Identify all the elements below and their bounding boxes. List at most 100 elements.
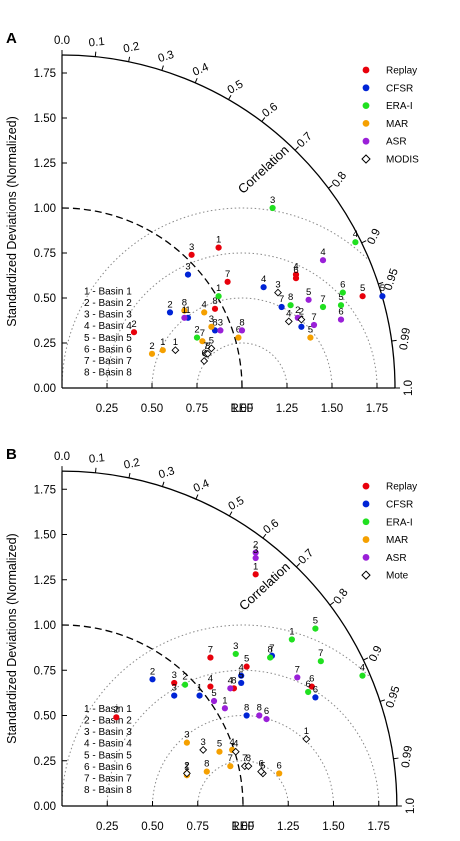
data-point-label: 7 bbox=[200, 328, 205, 339]
legend-label: ASR bbox=[386, 137, 407, 148]
data-point-label: 4 bbox=[202, 299, 207, 310]
correlation-tick-label: 0.1 bbox=[88, 36, 105, 50]
data-point-label: 2 bbox=[131, 319, 136, 330]
data-point-era-i bbox=[267, 654, 274, 661]
correlation-tick-label: 0.95 bbox=[382, 267, 400, 292]
data-point-label: 1 bbox=[173, 337, 178, 348]
y-tick-label: 0.25 bbox=[34, 338, 56, 350]
data-point-label: 1 bbox=[304, 726, 309, 737]
data-point-label: 8 bbox=[212, 296, 217, 307]
x-tick-label: 0.50 bbox=[141, 821, 163, 833]
rms-arc bbox=[106, 252, 378, 389]
ref-label: REF bbox=[232, 821, 255, 833]
basin-legend-entry: 1 - Basin 1 bbox=[84, 704, 132, 715]
legend-label: MODIS bbox=[386, 155, 419, 166]
corr-tick-mark bbox=[228, 511, 233, 517]
y-tick-label: 1.75 bbox=[34, 68, 56, 80]
correlation-tick-label: 0.5 bbox=[226, 495, 246, 513]
data-point-label: 1 bbox=[216, 283, 221, 294]
legend-marker bbox=[362, 102, 370, 109]
correlation-tick-label: 0.4 bbox=[192, 477, 212, 495]
data-point-era-i bbox=[319, 303, 327, 311]
data-point-label: 5 bbox=[209, 335, 214, 346]
data-point-replay bbox=[252, 571, 259, 578]
basin-legend-entry: 5 - Basin 5 bbox=[84, 750, 132, 761]
data-point-label: 5 bbox=[211, 688, 216, 699]
data-point-cfsr bbox=[312, 694, 319, 701]
data-point-cfsr bbox=[278, 303, 285, 311]
data-point-label: 5 bbox=[239, 670, 244, 681]
data-point-label: 4 bbox=[293, 262, 298, 273]
data-point-label: 4 bbox=[228, 675, 233, 686]
data-point-label: 8 bbox=[231, 675, 236, 686]
data-point-label: 3 bbox=[253, 545, 258, 556]
y-tick-label: 0.50 bbox=[34, 711, 56, 723]
data-point-label: 6 bbox=[277, 760, 282, 771]
data-point-label: 8 bbox=[205, 341, 210, 352]
basin-legend-entry: 3 - Basin 3 bbox=[84, 310, 132, 321]
legend-marker bbox=[361, 570, 371, 580]
data-point-replay bbox=[171, 679, 178, 687]
corr-tick-mark bbox=[94, 51, 97, 57]
correlation-tick-label: 0.3 bbox=[157, 465, 176, 481]
data-point-label: 6 bbox=[236, 325, 241, 336]
panel-letter: A bbox=[6, 30, 17, 47]
legend-marker bbox=[362, 120, 370, 127]
data-point-label: 2 bbox=[167, 299, 172, 310]
data-point-label: 5 bbox=[244, 654, 249, 665]
corr-tick-mark bbox=[228, 95, 232, 100]
data-point-label: 3 bbox=[218, 317, 223, 328]
data-point-era-i bbox=[339, 289, 346, 296]
x-tick-label: 1.75 bbox=[368, 821, 390, 833]
data-point-replay bbox=[224, 278, 231, 285]
basin-legend-entry: 1 - Basin 1 bbox=[84, 286, 132, 297]
legend-label: ERA-I bbox=[386, 517, 413, 528]
data-point-label: 1 bbox=[184, 762, 189, 773]
correlation-tick-label: 0.0 bbox=[54, 451, 70, 463]
data-point-asr bbox=[252, 549, 259, 556]
data-point-label: 8 bbox=[246, 753, 251, 764]
data-point-label: 6 bbox=[264, 706, 269, 717]
data-point-label: 7 bbox=[228, 753, 233, 764]
y-tick-label: 0.00 bbox=[34, 801, 56, 813]
basin-legend-entry: 2 - Basin 2 bbox=[84, 715, 132, 726]
data-point-cfsr bbox=[243, 712, 250, 719]
data-point-label: 4 bbox=[261, 274, 266, 285]
data-point-label: 2 bbox=[253, 540, 258, 551]
data-point-label: 6 bbox=[340, 280, 345, 291]
data-point-era-i bbox=[232, 650, 239, 658]
correlation-tick-label: 0.4 bbox=[191, 61, 211, 79]
data-point-label: 4 bbox=[239, 663, 244, 674]
correlation-tick-label: 0.6 bbox=[260, 101, 280, 120]
y-tick-label: 0.00 bbox=[34, 383, 56, 395]
data-point-label: 3 bbox=[185, 262, 190, 273]
legend-label: Mote bbox=[386, 571, 409, 582]
correlation-tick-label: 0.9 bbox=[365, 227, 383, 247]
data-point-label: 8 bbox=[268, 645, 273, 656]
x-tick-label: 0.75 bbox=[187, 821, 209, 833]
data-point-label: 3 bbox=[184, 730, 189, 741]
data-point-modis bbox=[200, 357, 209, 365]
rms-arc bbox=[151, 297, 333, 389]
data-point-asr bbox=[256, 712, 263, 719]
data-point-label: 5 bbox=[306, 287, 311, 298]
data-point-cfsr bbox=[238, 679, 245, 687]
y-tick-label: 0.25 bbox=[34, 756, 56, 768]
correlation-tick-label: 0.8 bbox=[332, 587, 351, 607]
data-point-replay bbox=[292, 275, 300, 282]
data-point-modis bbox=[207, 344, 216, 353]
data-point-asr bbox=[294, 674, 301, 681]
corr-tick-mark bbox=[161, 481, 165, 487]
correlation-tick-label: 1.0 bbox=[403, 380, 415, 396]
data-point-label: 7 bbox=[269, 643, 274, 654]
corr-tick-mark bbox=[128, 472, 131, 479]
legend-marker bbox=[362, 518, 370, 526]
corr-tick-mark bbox=[262, 533, 267, 539]
legend-marker bbox=[362, 536, 370, 543]
data-point-label: 6 bbox=[313, 684, 318, 695]
data-point-label: 3 bbox=[275, 280, 280, 291]
data-point-label: 1 bbox=[253, 561, 258, 572]
x-tick-label: 0.75 bbox=[186, 403, 208, 415]
data-point-era-i bbox=[181, 681, 189, 688]
corr-tick-mark bbox=[329, 601, 335, 606]
